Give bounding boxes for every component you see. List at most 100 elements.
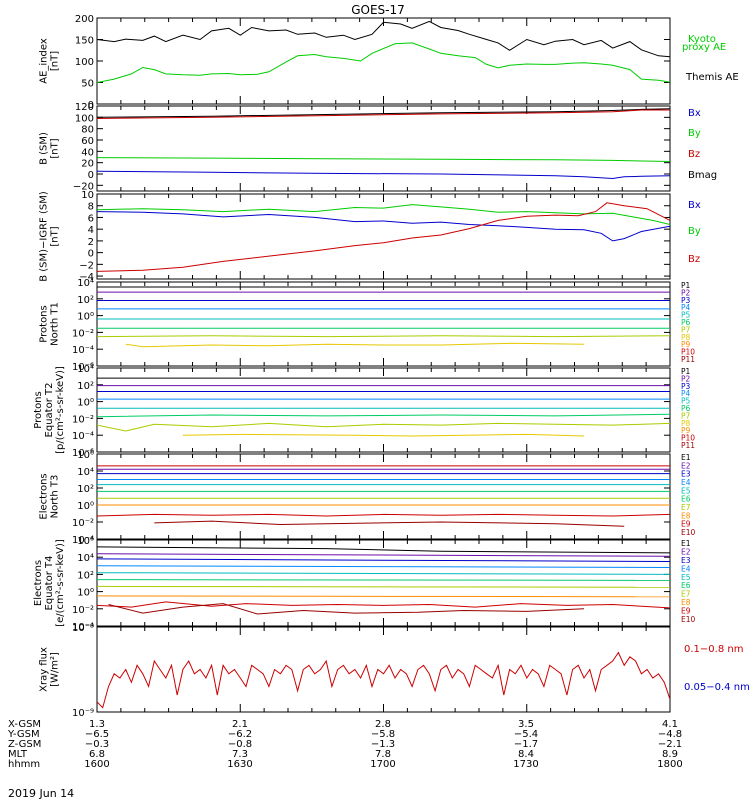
footer-value: −0.3 xyxy=(85,739,109,750)
footer-value: −5.4 xyxy=(514,729,538,740)
y-tick-label: 10⁴ xyxy=(77,553,94,564)
y-tick-label: −2 xyxy=(79,260,94,271)
panel-frame xyxy=(96,453,671,540)
footer-value: −0.8 xyxy=(228,739,252,750)
legend-entry: E3 xyxy=(681,470,691,479)
footer-value: 2.8 xyxy=(375,719,391,730)
legend-entry: Bmag xyxy=(688,170,717,181)
y-tick-label: 100 xyxy=(75,113,94,124)
legend-entry: E1 xyxy=(681,453,691,462)
y-tick-label: −20 xyxy=(73,181,94,192)
y-tick-label: 10⁻⁴ xyxy=(72,622,94,633)
y-axis-label: Protons xyxy=(39,305,50,342)
footer-row-label: Y-GSM xyxy=(7,729,40,740)
y-tick-label: −4 xyxy=(79,272,94,283)
panel-frame xyxy=(96,105,671,192)
y-tick-label: 10⁻⁹ xyxy=(72,708,94,719)
legend-entry: E9 xyxy=(681,520,691,529)
legend-entry: P10 xyxy=(681,434,695,443)
y-axis-label: Electrons xyxy=(33,560,44,606)
legend-entry: E9 xyxy=(681,607,691,616)
footer-value: 4.1 xyxy=(662,719,678,730)
legend-entry: Bz xyxy=(688,254,700,265)
y-tick-label: 10² xyxy=(77,295,94,306)
series-line xyxy=(97,565,670,568)
y-axis-label: [p/(cm²-s-sr-keV)] xyxy=(55,366,66,454)
y-tick-label: 10⁰ xyxy=(77,398,94,409)
series-line xyxy=(97,651,670,709)
legend-entry: P9 xyxy=(681,426,691,435)
y-tick-label: 0 xyxy=(88,249,94,260)
legend-entry: P6 xyxy=(681,404,691,413)
y-axis-label: B (SM)−IGRF (SM) xyxy=(39,191,50,282)
legend-entry: P9 xyxy=(681,340,691,349)
y-tick-label: 0 xyxy=(88,170,94,181)
series-line xyxy=(97,558,670,562)
series-line xyxy=(182,433,585,437)
legend-entry: E5 xyxy=(681,573,691,582)
footer-row-label: hhmm xyxy=(8,759,40,770)
y-tick-label: 10² xyxy=(77,381,94,392)
y-tick-label: 80 xyxy=(81,125,94,136)
legend-entry: P3 xyxy=(681,296,691,305)
footer-value: 1700 xyxy=(370,759,395,770)
panel-e2: 10⁶ 10⁴ 10² 10⁰ 10⁻² 10⁻⁴ Electrons Equator T4[… xyxy=(33,536,696,633)
y-axis-label: Protons xyxy=(33,391,44,428)
y-tick-label: 8 xyxy=(88,202,94,213)
y-axis-label: [W/m²] xyxy=(50,652,61,687)
footer-value: 1730 xyxy=(513,759,538,770)
panel-p2: 10⁴ 10² 10⁰ 10⁻² 10⁻⁴ 10⁻⁶ Protons Equator T2 [p… xyxy=(33,364,695,459)
footer-row-label: X-GSM xyxy=(8,719,41,730)
footer-value: −6.2 xyxy=(228,729,252,740)
footer-value: 8.4 xyxy=(518,749,534,760)
legend-entry: E3 xyxy=(681,556,691,565)
footer-value: 1.3 xyxy=(89,719,105,730)
series-line xyxy=(97,553,670,557)
legend-entry: P7 xyxy=(681,325,691,334)
y-axis-label: AE_index xyxy=(39,38,50,84)
footer-value: −5.8 xyxy=(371,729,395,740)
series-line xyxy=(125,342,585,348)
legend-entry: E8 xyxy=(681,511,691,520)
legend-entry: P2 xyxy=(681,288,691,297)
series-line xyxy=(97,572,670,575)
y-axis-label: North T1 xyxy=(50,302,61,346)
legend-entry: E7 xyxy=(681,590,691,599)
legend-entry: P8 xyxy=(681,333,691,342)
y-tick-label: 10⁻² xyxy=(72,414,94,425)
y-axis-label: [nT] xyxy=(50,226,61,246)
y-tick-label: 10⁶ xyxy=(77,536,94,547)
legend-entry: E2 xyxy=(681,461,691,470)
legend-entry: E5 xyxy=(681,486,691,495)
panel-frame xyxy=(96,193,671,280)
series-line xyxy=(97,202,670,272)
series-line xyxy=(97,585,670,588)
legend-entry: By xyxy=(688,226,701,237)
footer-value: 1600 xyxy=(84,759,109,770)
y-tick-label: 60 xyxy=(81,136,94,147)
y-tick-label: 10⁴ xyxy=(77,278,94,289)
y-tick-label: 10⁻⁴ xyxy=(72,345,94,356)
legend-entry: E6 xyxy=(681,581,691,590)
series-line xyxy=(97,42,670,83)
panel-frame xyxy=(96,281,671,367)
legend-entry: Kyoto xyxy=(688,34,716,45)
legend-entry: P2 xyxy=(681,374,691,383)
y-tick-label: 50 xyxy=(81,79,94,90)
y-axis-label: North T3 xyxy=(50,475,61,519)
legend-entry: P5 xyxy=(681,397,691,406)
panel-frame xyxy=(96,17,671,105)
series-line xyxy=(97,595,670,598)
y-axis-label: [nT] xyxy=(50,51,61,71)
footer-value: 7.8 xyxy=(375,749,391,760)
legend-entry: E2 xyxy=(681,547,691,556)
series-line xyxy=(97,20,670,58)
legend-entry: E6 xyxy=(681,495,691,504)
footer-value: 3.5 xyxy=(518,719,534,730)
